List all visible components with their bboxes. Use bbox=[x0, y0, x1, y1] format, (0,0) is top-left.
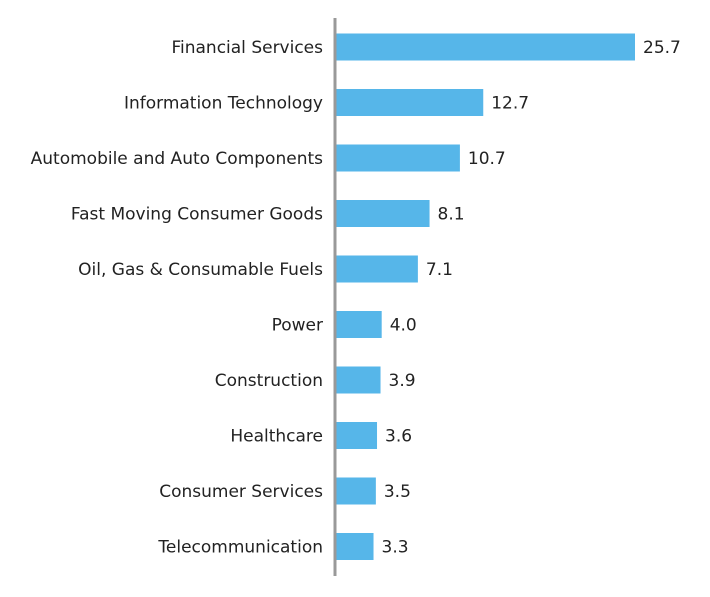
category-label-1: Information Technology bbox=[124, 94, 323, 114]
bar-6 bbox=[335, 366, 381, 394]
value-label-4: 7.1 bbox=[426, 260, 453, 280]
bar-9 bbox=[335, 533, 374, 560]
bar-1 bbox=[335, 89, 484, 116]
bar-0 bbox=[335, 33, 635, 61]
bar-7 bbox=[335, 422, 378, 449]
category-labels-group: Financial Services Information Technology… bbox=[31, 38, 324, 558]
category-label-8: Consumer Services bbox=[159, 482, 323, 502]
value-label-8: 3.5 bbox=[384, 482, 411, 502]
bar-4 bbox=[335, 255, 418, 283]
category-label-0: Financial Services bbox=[171, 38, 323, 58]
value-label-9: 3.3 bbox=[382, 538, 409, 558]
bars-group bbox=[335, 33, 635, 560]
value-label-6: 3.9 bbox=[389, 371, 416, 391]
bar-2 bbox=[335, 144, 460, 172]
category-label-7: Healthcare bbox=[230, 427, 323, 447]
category-label-2: Automobile and Auto Components bbox=[31, 149, 323, 169]
value-label-0: 25.7 bbox=[643, 38, 681, 58]
value-label-7: 3.6 bbox=[385, 427, 412, 447]
category-label-4: Oil, Gas & Consumable Fuels bbox=[78, 260, 323, 280]
category-label-9: Telecommunication bbox=[157, 538, 323, 558]
value-label-3: 8.1 bbox=[438, 205, 465, 225]
bar-5 bbox=[335, 311, 382, 338]
category-label-5: Power bbox=[272, 316, 323, 336]
value-labels-group: 25.7 12.7 10.7 8.1 7.1 4.0 3.9 3.6 3.5 3.3 bbox=[382, 38, 681, 558]
bar-8 bbox=[335, 477, 376, 505]
category-label-6: Construction bbox=[215, 371, 323, 391]
value-label-1: 12.7 bbox=[491, 94, 529, 114]
value-label-2: 10.7 bbox=[468, 149, 506, 169]
value-label-5: 4.0 bbox=[390, 316, 417, 336]
category-label-3: Fast Moving Consumer Goods bbox=[71, 205, 323, 225]
bar-3 bbox=[335, 200, 430, 227]
